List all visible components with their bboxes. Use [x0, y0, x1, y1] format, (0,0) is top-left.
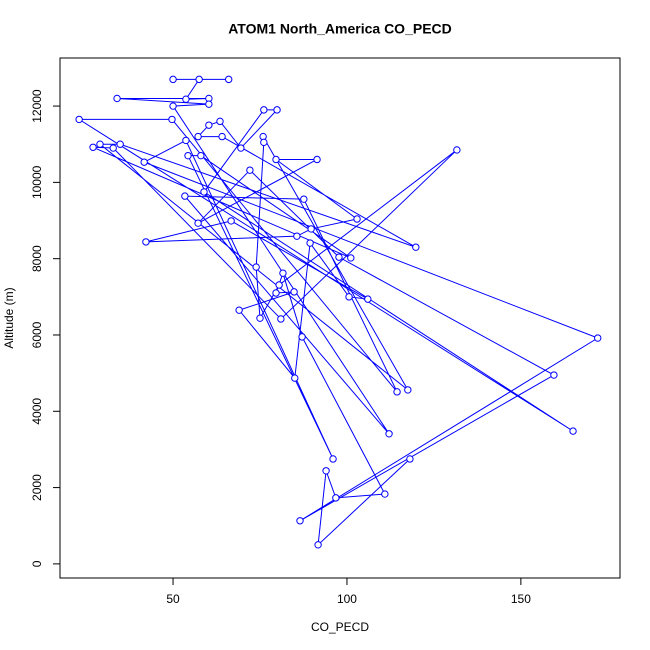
point	[453, 146, 461, 154]
point	[96, 140, 104, 148]
point	[116, 140, 124, 148]
point	[275, 281, 283, 289]
point	[306, 239, 314, 247]
point	[273, 106, 281, 114]
point	[224, 75, 233, 84]
series-line	[77, 78, 599, 547]
y-tick-label: 6000	[30, 321, 44, 348]
point	[279, 269, 287, 277]
point	[252, 263, 260, 271]
point	[168, 115, 176, 124]
point	[307, 225, 315, 233]
point	[194, 219, 202, 227]
point	[184, 151, 192, 160]
point	[412, 243, 420, 251]
point	[322, 467, 330, 475]
point	[404, 386, 412, 394]
point	[272, 155, 280, 164]
point	[235, 306, 243, 314]
point	[290, 288, 298, 296]
point	[200, 188, 208, 196]
point	[218, 132, 226, 141]
point	[293, 232, 301, 240]
point	[182, 136, 190, 145]
point	[256, 314, 264, 322]
point	[300, 195, 308, 203]
x-tick-label: 150	[511, 592, 531, 606]
point	[205, 121, 213, 129]
point	[227, 217, 235, 225]
point	[381, 490, 389, 498]
point	[75, 115, 83, 124]
x-axis-label: CO_PECD	[311, 620, 369, 634]
point	[216, 117, 224, 126]
point	[393, 388, 401, 396]
point	[364, 295, 372, 303]
point	[296, 517, 304, 525]
y-tick-label: 8000	[30, 245, 44, 272]
y-tick-label: 0	[30, 560, 44, 567]
point	[550, 371, 558, 379]
point	[182, 95, 190, 103]
point	[298, 333, 306, 341]
point	[113, 94, 121, 103]
point	[197, 151, 205, 160]
point	[329, 455, 337, 463]
x-tick-label: 50	[166, 592, 180, 606]
point	[406, 455, 414, 463]
point	[291, 374, 299, 382]
y-tick-label: 10000	[30, 165, 44, 199]
point	[345, 293, 353, 301]
point	[140, 158, 148, 166]
point	[246, 166, 254, 174]
point	[237, 144, 245, 152]
y-axis-label: Altitude (m)	[2, 287, 16, 348]
point	[332, 494, 340, 502]
point	[314, 541, 322, 549]
point	[194, 132, 202, 141]
point	[260, 138, 268, 147]
point	[205, 100, 213, 108]
point	[594, 334, 602, 342]
point	[195, 75, 203, 84]
point	[142, 238, 150, 246]
y-tick-label: 4000	[30, 398, 44, 425]
chart-title: ATOM1 North_America CO_PECD	[228, 21, 452, 37]
point	[277, 315, 285, 323]
point	[347, 254, 355, 262]
point	[169, 102, 177, 110]
point	[353, 215, 361, 223]
point	[313, 155, 321, 164]
plot-frame	[59, 57, 621, 579]
point	[89, 143, 97, 151]
x-tick-label: 100	[337, 592, 357, 606]
point	[335, 253, 343, 261]
point	[181, 192, 189, 200]
point	[260, 106, 268, 114]
y-tick-label: 12000	[30, 89, 44, 123]
y-tick-label: 2000	[30, 474, 44, 501]
point	[385, 430, 393, 438]
point	[169, 75, 177, 84]
point	[272, 289, 280, 297]
point	[109, 144, 117, 152]
point	[569, 427, 577, 435]
